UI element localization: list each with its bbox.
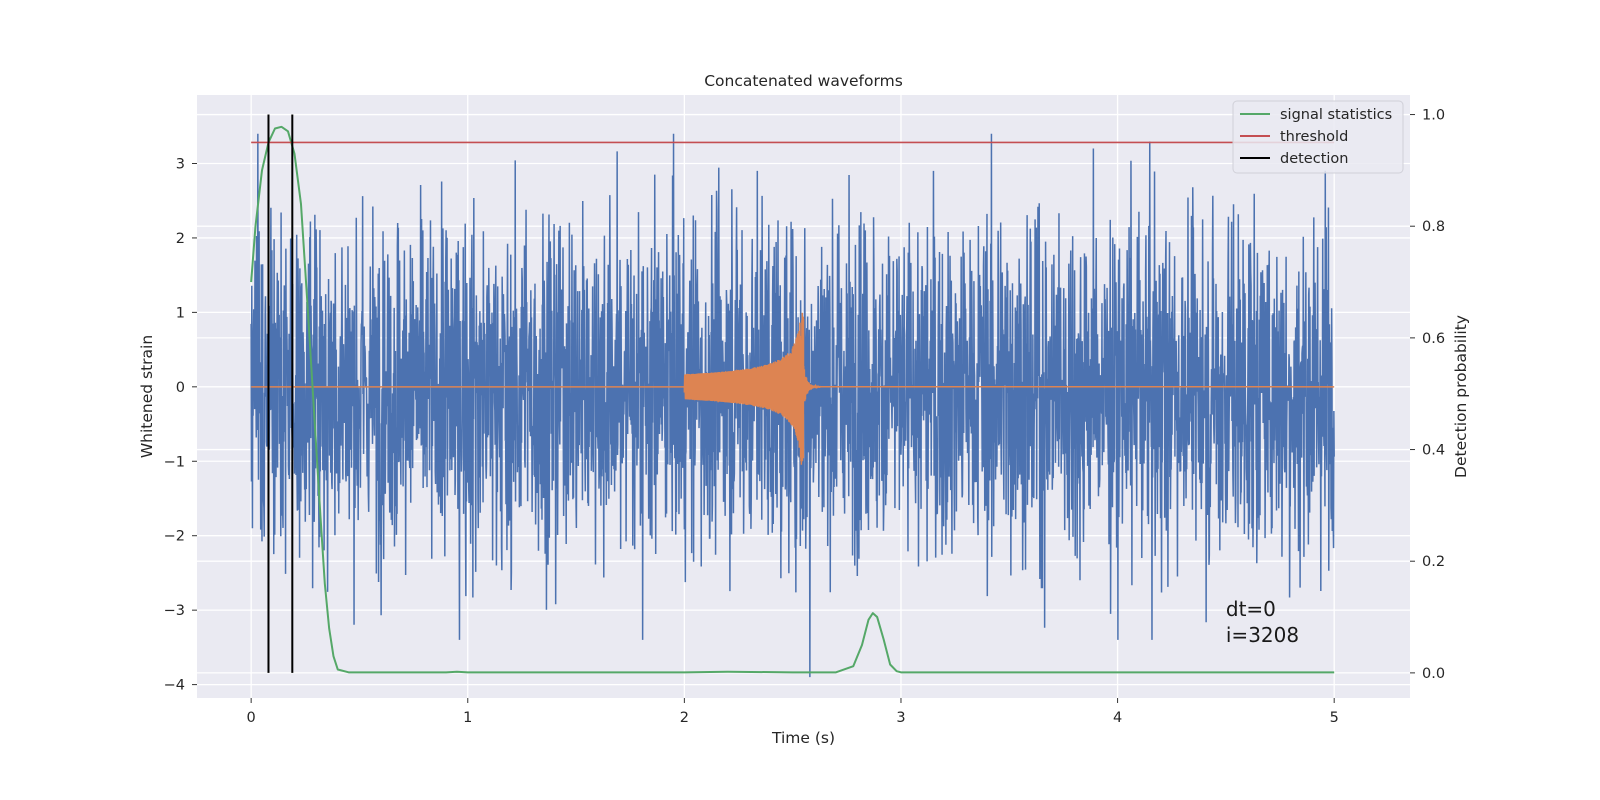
x-tick-label: 5 <box>1330 710 1339 726</box>
right-y-axis-label: Detection probability <box>1452 315 1470 478</box>
x-axis-label: Time (s) <box>771 729 835 747</box>
series-noise-line <box>250 133 1335 678</box>
left-tick-label: −3 <box>164 603 185 619</box>
right-tick-label: 0.2 <box>1422 554 1445 570</box>
left-tick-label: −1 <box>164 454 185 470</box>
x-tick-label: 3 <box>896 710 905 726</box>
x-tick-label: 4 <box>1113 710 1122 726</box>
right-tick-label: 0.4 <box>1422 443 1445 459</box>
annotation-index: i=3208 <box>1226 623 1299 647</box>
right-tick-label: 0.8 <box>1422 219 1445 235</box>
right-tick-label: 0.0 <box>1422 666 1445 682</box>
left-tick-label: −2 <box>164 529 185 545</box>
right-axis-ticks: 0.0 0.2 0.4 0.6 0.8 1.0 <box>1410 108 1445 682</box>
right-tick-label: 0.6 <box>1422 331 1445 347</box>
annotation-dt: dt=0 <box>1226 597 1276 621</box>
legend-label-signal-statistics: signal statistics <box>1280 107 1392 123</box>
left-tick-label: 1 <box>176 305 185 321</box>
right-tick-label: 1.0 <box>1422 108 1445 124</box>
left-tick-label: 2 <box>176 231 185 247</box>
legend: signal statistics threshold detection <box>1232 100 1404 174</box>
series-signal-statistics-line <box>250 125 1335 674</box>
chart-title: Concatenated waveforms <box>704 72 903 90</box>
left-tick-label: 3 <box>176 156 185 172</box>
x-tick-label: 1 <box>463 710 472 726</box>
series-detection-lines <box>267 114 294 673</box>
x-tick-label: 0 <box>247 710 256 726</box>
left-tick-label: 0 <box>176 380 185 396</box>
left-tick-label: −4 <box>164 678 185 694</box>
x-tick-label: 2 <box>680 710 689 726</box>
left-axis-ticks: −4 −3 −2 −1 0 1 2 3 <box>164 156 197 694</box>
legend-box <box>1232 100 1404 174</box>
legend-label-detection: detection <box>1280 151 1348 167</box>
series-chirp-line <box>251 312 1335 465</box>
legend-label-threshold: threshold <box>1280 129 1348 145</box>
x-axis-ticks: 0 1 2 3 4 5 <box>247 698 1339 726</box>
left-y-axis-label: Whitened strain <box>138 335 156 458</box>
